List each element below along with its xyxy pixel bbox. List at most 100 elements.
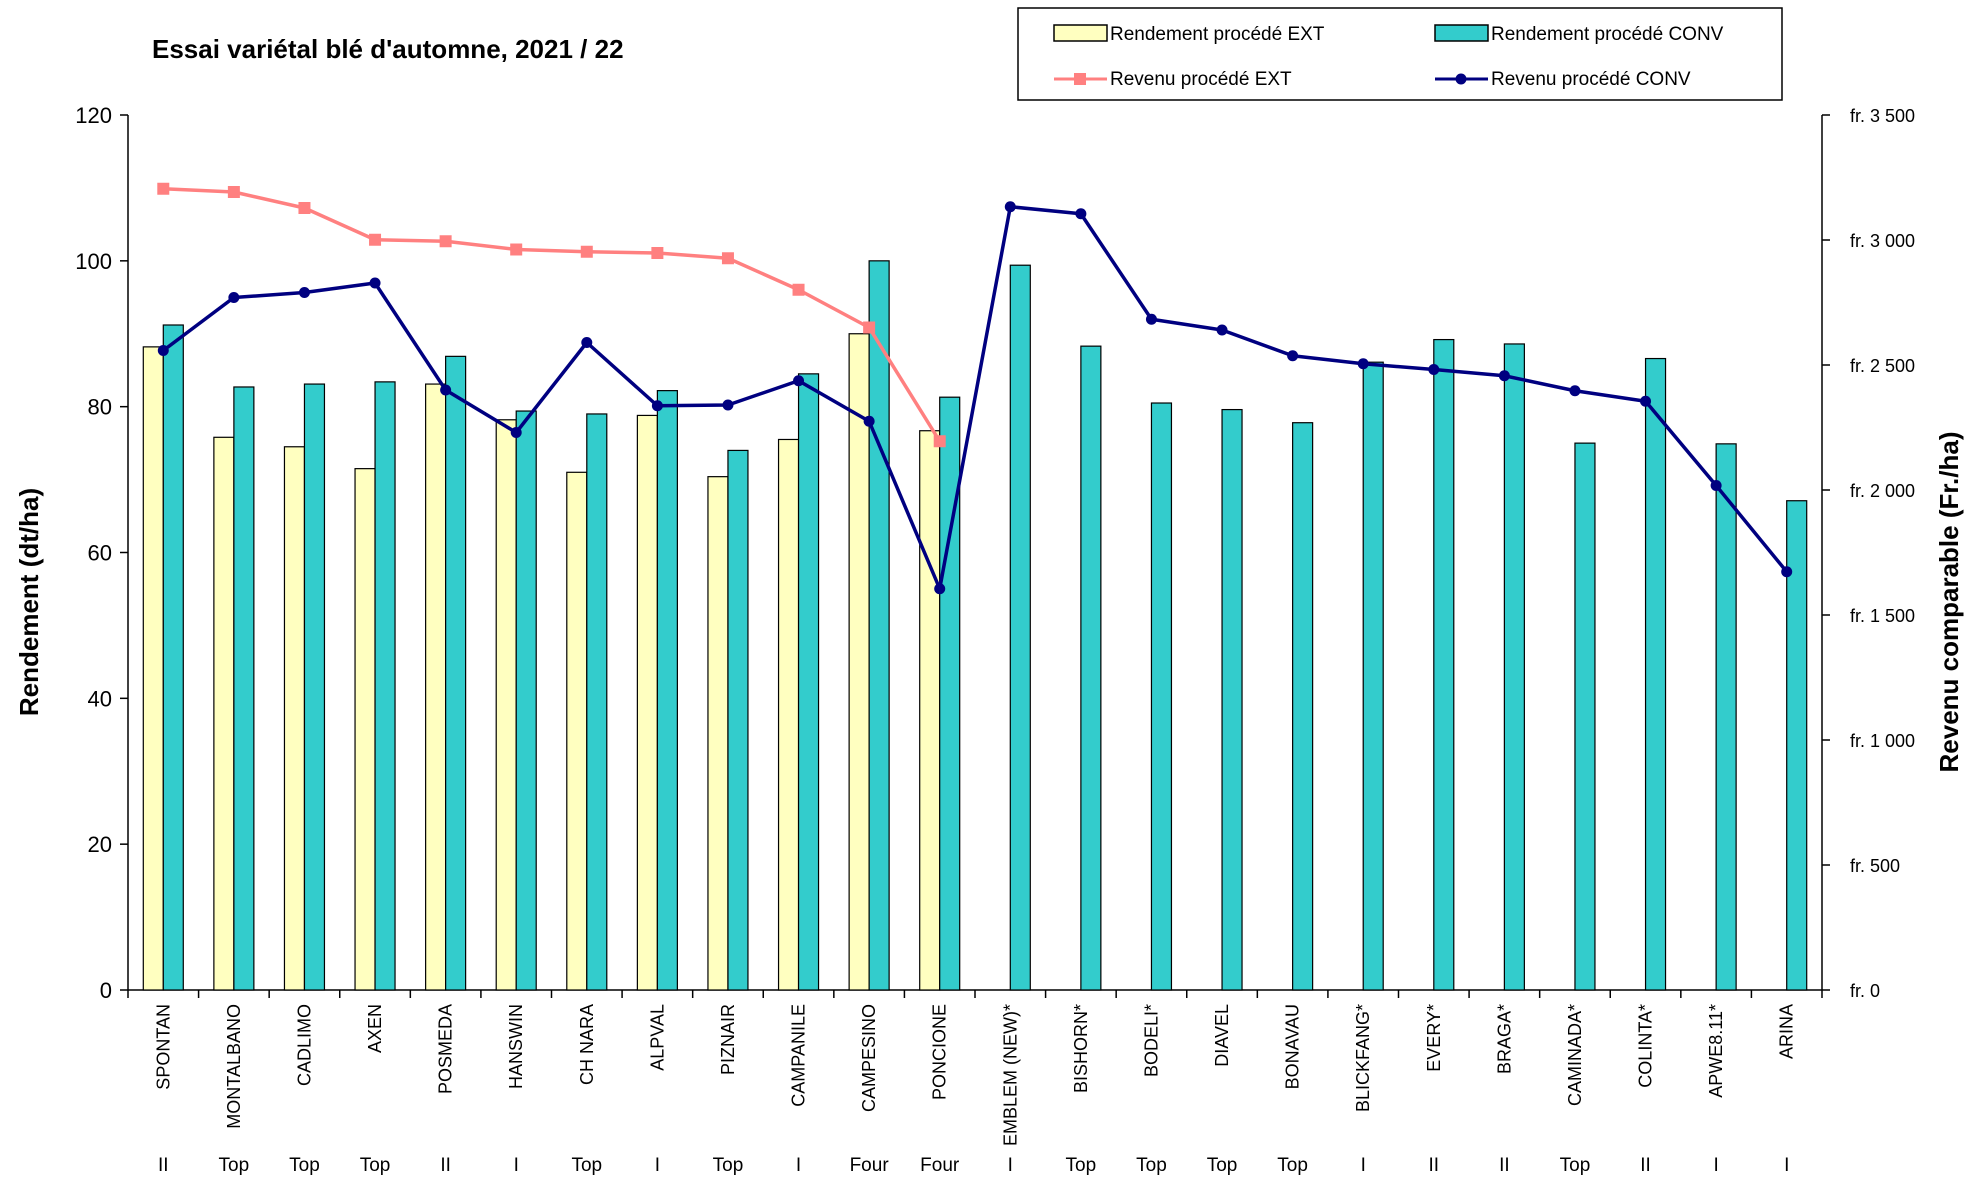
- point-conv: [1428, 364, 1440, 375]
- point-conv: [793, 375, 805, 387]
- bar-conv: [445, 355, 467, 991]
- y-tick-label: 20: [88, 832, 112, 857]
- y-tick-label: 60: [88, 541, 112, 566]
- x-tick-label: POSMEDA: [436, 1004, 456, 1094]
- point-conv: [1004, 201, 1016, 213]
- bar-conv: [1715, 443, 1737, 991]
- y2-tick-label: fr. 3 000: [1850, 231, 1915, 251]
- class-label: II: [158, 1155, 169, 1176]
- bar-ext: [566, 471, 588, 991]
- x-tick-label: CADLIMO: [294, 1004, 314, 1086]
- line-revenu-ext: [163, 187, 942, 443]
- x-tick-label: BODELI*: [1141, 1004, 1161, 1077]
- bar-conv: [727, 449, 749, 991]
- bar-conv: [1292, 422, 1314, 991]
- bar-conv: [868, 260, 890, 991]
- legend: Rendement procédé EXT Rendement procédé …: [1017, 7, 1783, 101]
- class-label: Four: [920, 1155, 960, 1176]
- class-label: I: [1008, 1155, 1013, 1176]
- point-conv: [1145, 313, 1157, 325]
- class-label: Top: [1136, 1155, 1167, 1176]
- bar-ext: [636, 414, 658, 991]
- legend-marker-ext-line: [1074, 73, 1086, 85]
- legend-label-ext-bar: Rendement procédé EXT: [1110, 24, 1325, 45]
- x-tick-label: EMBLEM (NEW)*: [1000, 1004, 1020, 1146]
- bar-ext: [707, 476, 729, 991]
- class-label: Top: [219, 1155, 250, 1176]
- class-label: Top: [571, 1155, 602, 1176]
- y2-axis-label: Revenu comparable (Fr./ha): [1934, 432, 1964, 773]
- x-tick-label: PIZNAIR: [718, 1004, 738, 1075]
- bar-ext: [283, 446, 306, 991]
- class-label: Top: [289, 1155, 320, 1176]
- point-ext: [721, 252, 734, 265]
- bar-conv: [1009, 264, 1031, 991]
- point-conv: [651, 400, 663, 412]
- class-label: II: [1429, 1155, 1440, 1176]
- point-conv: [934, 583, 946, 595]
- bar-conv: [515, 410, 537, 991]
- x-tick-label: BLICKFANG*: [1353, 1004, 1373, 1112]
- class-label: I: [514, 1155, 519, 1176]
- class-label: II: [1640, 1155, 1651, 1176]
- point-conv: [1781, 566, 1793, 578]
- y-tick-label: 100: [75, 249, 112, 274]
- bar-conv: [374, 381, 396, 991]
- x-tick-label: MONTALBANO: [224, 1004, 244, 1129]
- line-revenu-conv: [162, 205, 1789, 591]
- bar-conv: [1080, 345, 1102, 991]
- plot-area: 0 20 40 60 80 100 120 fr. 0 fr. 500 fr. 1 000 fr. …: [75, 103, 1915, 1176]
- bar-conv: [1221, 408, 1243, 991]
- point-conv: [298, 287, 310, 298]
- x-tick-label: HANSWIN: [506, 1004, 526, 1089]
- point-ext: [298, 202, 311, 214]
- bar-ext: [919, 430, 941, 991]
- bar-conv: [1574, 442, 1596, 991]
- x-tick-label: BRAGA*: [1494, 1004, 1514, 1074]
- class-label: Top: [1560, 1155, 1591, 1176]
- bar-ext: [777, 438, 800, 991]
- y2-tick-label: fr. 0: [1850, 981, 1880, 1001]
- bar-ext: [495, 419, 517, 991]
- bar-conv: [233, 386, 255, 991]
- point-ext: [651, 247, 664, 259]
- point-conv: [1498, 370, 1510, 382]
- bar-ext: [848, 333, 870, 991]
- point-ext: [580, 245, 593, 258]
- point-conv: [581, 337, 593, 348]
- bar-conv: [586, 413, 608, 991]
- y2-tick-label: fr. 2 500: [1850, 356, 1915, 376]
- x-tick-label: ARINA: [1777, 1004, 1797, 1059]
- bar-conv: [939, 396, 961, 991]
- class-label: Top: [360, 1155, 391, 1176]
- class-label: I: [655, 1155, 660, 1176]
- class-label: II: [440, 1155, 451, 1176]
- bar-conv: [1433, 338, 1455, 991]
- y-tick-label: 0: [100, 978, 112, 1003]
- point-conv: [440, 384, 452, 396]
- class-label: I: [1713, 1155, 1718, 1176]
- x-tick-label: SPONTAN: [153, 1004, 173, 1090]
- point-ext: [933, 435, 946, 448]
- bar-ext: [142, 346, 164, 991]
- x-tick-label: DIAVEL: [1212, 1004, 1232, 1067]
- legend-marker-conv-line: [1455, 73, 1467, 85]
- point-conv: [1357, 358, 1369, 370]
- y2-tick-label: fr. 3 500: [1850, 106, 1915, 126]
- bar-conv: [797, 373, 820, 991]
- class-label: I: [796, 1155, 801, 1176]
- x-tick-label: CH NARA: [577, 1004, 597, 1085]
- class-label: Top: [1066, 1155, 1097, 1176]
- y-tick-label: 40: [88, 686, 112, 711]
- legend-frame: [1017, 7, 1783, 101]
- x-tick-label: PONCIONE: [930, 1004, 950, 1100]
- y2-tick-label: fr. 1 000: [1850, 731, 1915, 751]
- bar-conv: [1786, 500, 1808, 991]
- bar-ext: [354, 468, 376, 991]
- point-ext: [369, 233, 382, 246]
- bar-conv: [1150, 402, 1173, 991]
- point-conv: [510, 427, 522, 438]
- x-tick-label: EVERY*: [1424, 1004, 1444, 1072]
